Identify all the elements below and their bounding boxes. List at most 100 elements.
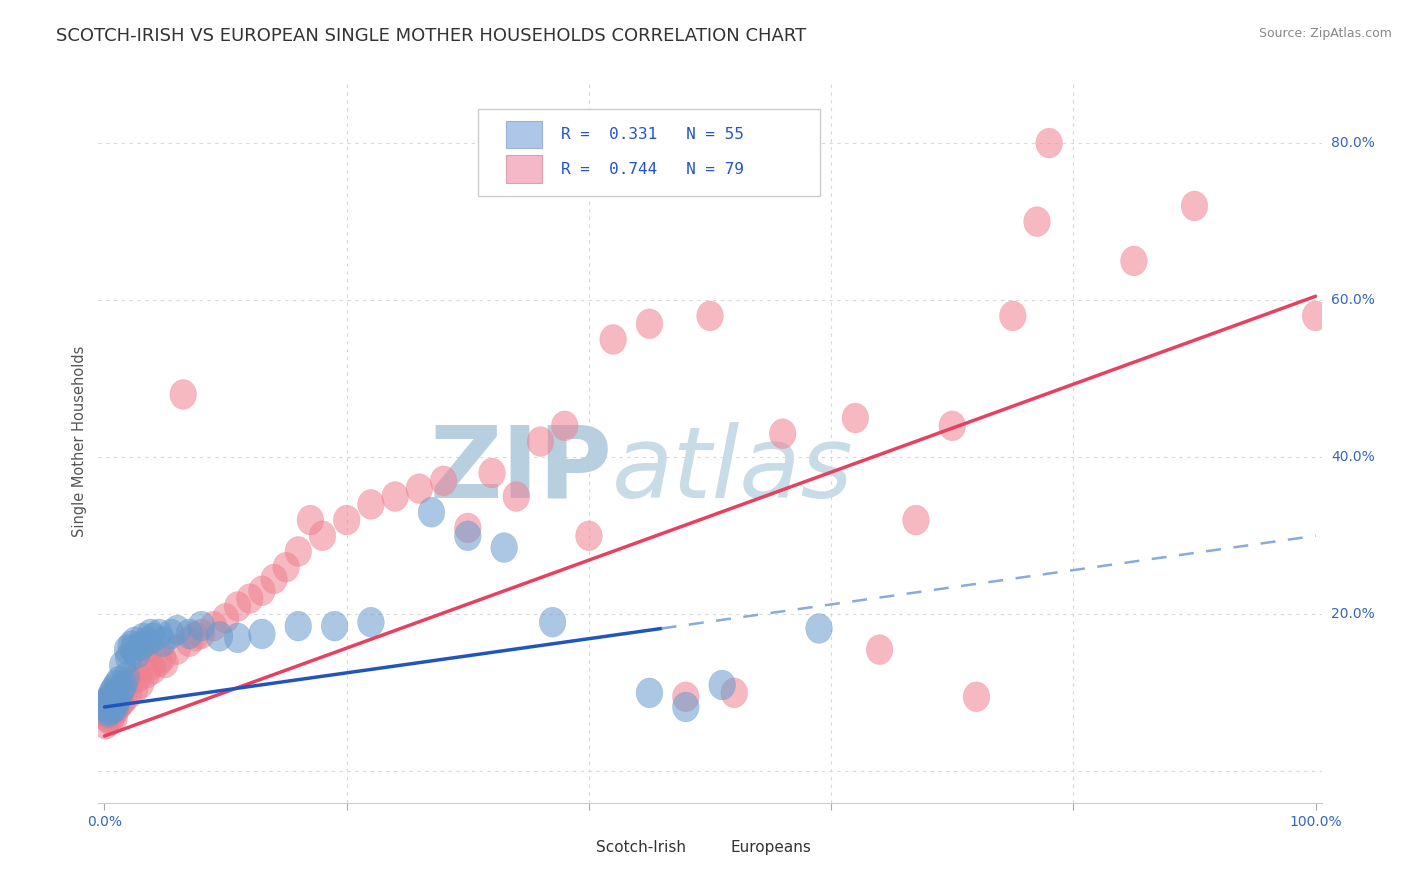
Ellipse shape: [207, 622, 233, 651]
Ellipse shape: [478, 458, 505, 488]
Ellipse shape: [104, 676, 131, 706]
Ellipse shape: [118, 666, 145, 696]
Ellipse shape: [93, 690, 120, 720]
Ellipse shape: [139, 655, 166, 684]
Ellipse shape: [146, 647, 173, 676]
Ellipse shape: [321, 611, 347, 641]
Ellipse shape: [176, 627, 202, 657]
Ellipse shape: [97, 688, 124, 717]
Ellipse shape: [236, 583, 263, 614]
Ellipse shape: [93, 698, 120, 727]
Ellipse shape: [128, 631, 155, 661]
Text: 80.0%: 80.0%: [1331, 136, 1375, 150]
Ellipse shape: [94, 701, 121, 731]
Ellipse shape: [121, 674, 148, 704]
Ellipse shape: [96, 698, 122, 727]
Ellipse shape: [98, 695, 125, 725]
Ellipse shape: [134, 658, 160, 688]
Ellipse shape: [103, 694, 129, 723]
Ellipse shape: [121, 635, 146, 665]
Ellipse shape: [139, 623, 166, 653]
Ellipse shape: [111, 670, 138, 700]
Ellipse shape: [903, 505, 929, 535]
Ellipse shape: [107, 681, 134, 712]
Ellipse shape: [100, 694, 127, 723]
Text: R =  0.744   N = 79: R = 0.744 N = 79: [561, 161, 744, 177]
Text: Source: ZipAtlas.com: Source: ZipAtlas.com: [1258, 27, 1392, 40]
Ellipse shape: [418, 498, 444, 527]
Ellipse shape: [672, 681, 699, 712]
Ellipse shape: [94, 694, 121, 723]
Ellipse shape: [382, 482, 409, 511]
Ellipse shape: [94, 694, 121, 723]
Ellipse shape: [101, 688, 128, 717]
Ellipse shape: [963, 681, 990, 712]
Ellipse shape: [176, 619, 202, 648]
Ellipse shape: [672, 692, 699, 722]
Ellipse shape: [249, 576, 276, 606]
Ellipse shape: [125, 662, 152, 692]
Text: 40.0%: 40.0%: [1331, 450, 1375, 464]
Ellipse shape: [503, 482, 530, 511]
Ellipse shape: [454, 513, 481, 543]
Ellipse shape: [212, 603, 239, 633]
Ellipse shape: [157, 619, 184, 648]
Ellipse shape: [491, 533, 517, 563]
Ellipse shape: [188, 619, 215, 648]
Ellipse shape: [98, 690, 125, 720]
Y-axis label: Single Mother Households: Single Mother Households: [72, 346, 87, 537]
Ellipse shape: [188, 611, 215, 641]
Text: SCOTCH-IRISH VS EUROPEAN SINGLE MOTHER HOUSEHOLDS CORRELATION CHART: SCOTCH-IRISH VS EUROPEAN SINGLE MOTHER H…: [56, 27, 807, 45]
Ellipse shape: [285, 611, 312, 641]
Ellipse shape: [111, 684, 138, 714]
Ellipse shape: [721, 678, 748, 707]
Ellipse shape: [273, 552, 299, 582]
FancyBboxPatch shape: [478, 109, 820, 196]
Ellipse shape: [105, 681, 132, 712]
Text: Scotch-Irish: Scotch-Irish: [596, 840, 686, 855]
Ellipse shape: [105, 690, 132, 720]
Ellipse shape: [806, 614, 832, 643]
FancyBboxPatch shape: [506, 120, 543, 148]
Text: R =  0.331   N = 55: R = 0.331 N = 55: [561, 127, 744, 142]
Ellipse shape: [114, 635, 141, 665]
Ellipse shape: [110, 650, 136, 681]
Ellipse shape: [138, 650, 165, 681]
Ellipse shape: [100, 684, 127, 714]
Ellipse shape: [709, 670, 735, 700]
Ellipse shape: [430, 466, 457, 496]
Ellipse shape: [357, 607, 384, 637]
Ellipse shape: [94, 686, 121, 715]
Ellipse shape: [115, 642, 142, 673]
Ellipse shape: [165, 615, 190, 645]
Ellipse shape: [124, 639, 150, 668]
Ellipse shape: [103, 686, 129, 715]
Ellipse shape: [1302, 301, 1329, 331]
Ellipse shape: [454, 521, 481, 550]
Ellipse shape: [866, 635, 893, 665]
Ellipse shape: [1121, 246, 1147, 276]
Text: 60.0%: 60.0%: [1331, 293, 1375, 307]
Ellipse shape: [527, 426, 554, 457]
Ellipse shape: [97, 681, 124, 712]
FancyBboxPatch shape: [564, 838, 591, 858]
Ellipse shape: [697, 301, 723, 331]
Text: 20.0%: 20.0%: [1331, 607, 1375, 622]
Ellipse shape: [165, 635, 190, 665]
Ellipse shape: [297, 505, 323, 535]
Ellipse shape: [842, 403, 869, 433]
Ellipse shape: [103, 692, 129, 722]
Ellipse shape: [103, 670, 129, 700]
Ellipse shape: [112, 670, 139, 700]
Ellipse shape: [98, 688, 125, 717]
FancyBboxPatch shape: [697, 838, 724, 858]
Ellipse shape: [406, 474, 433, 504]
FancyBboxPatch shape: [506, 155, 543, 183]
Ellipse shape: [357, 490, 384, 519]
Ellipse shape: [636, 678, 662, 707]
Ellipse shape: [149, 642, 176, 673]
Ellipse shape: [225, 591, 252, 622]
Ellipse shape: [138, 619, 165, 648]
Ellipse shape: [110, 674, 136, 704]
Ellipse shape: [105, 666, 132, 696]
